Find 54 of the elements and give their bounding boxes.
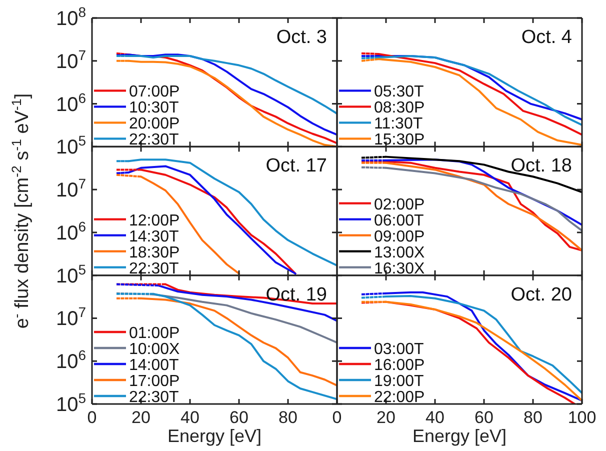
legend-label: 06:00T [374, 212, 424, 230]
x-tick-label: 0 [87, 408, 97, 427]
x-tick-label: 20 [376, 408, 396, 427]
y-tick-label: 10$^{5}$ [56, 261, 86, 288]
legend-label: 15:30P [374, 132, 425, 149]
legend-label: 22:00P [374, 389, 425, 406]
x-tick-label: 40 [426, 408, 444, 427]
text: Oct. 20 [510, 284, 572, 306]
legend-label: 11:30T [374, 116, 423, 133]
y-tick-label: 10$^{5}$ [56, 132, 86, 159]
y-tick-label: 10$^{7}$ [56, 46, 86, 73]
legend-label: 17:00P [129, 373, 180, 390]
y-tick-label: 10$^{7}$ [56, 176, 86, 202]
legend-label: 22:30T [129, 389, 180, 406]
legend-label: 20:00P [129, 116, 180, 133]
text: Oct. 4 [521, 27, 572, 48]
y-tick-label: 10$^{7}$ [56, 304, 86, 330]
y-tick-label: 10$^{6}$ [56, 90, 86, 116]
text: Oct. 17 [266, 156, 327, 177]
x-tick-label: 60 [474, 408, 494, 427]
text: Oct. 3 [276, 27, 327, 48]
x-tick-label: 100 [568, 408, 596, 427]
legend-label: 09:00P [374, 228, 425, 246]
legend-label: 01:00P [129, 325, 180, 342]
x-tick-label: 40 [180, 408, 200, 427]
x-axis-title: Energy [eV] [167, 426, 262, 446]
legend-label: 22:30T [129, 132, 180, 149]
legend-label: 02:00P [374, 196, 425, 214]
legend-label: 12:00P [129, 212, 180, 230]
y-tick-label: 10$^{6}$ [56, 347, 86, 374]
y-tick-label: 10$^{6}$ [56, 218, 86, 244]
legend-label: 16:00P [374, 357, 425, 374]
legend-label: 08:30P [374, 100, 425, 117]
x-tick-label: 80 [524, 408, 542, 427]
legend-label: 05:30T [374, 84, 424, 101]
legend-label: 10:30T [129, 100, 180, 117]
legend-label: 07:00P [129, 84, 180, 101]
legend-label: 10:00X [129, 341, 180, 358]
x-tick-label: 80 [278, 408, 298, 427]
legend-label: 19:00T [374, 373, 424, 390]
x-tick-label: 20 [132, 408, 150, 427]
x-axis-title: Energy [eV] [412, 426, 507, 446]
legend-label: 14:30T [129, 228, 180, 246]
y-tick-label: 10$^{8}$ [56, 4, 86, 30]
x-tick-label: 0 [332, 408, 342, 427]
legend-label: 16:30X [374, 260, 426, 278]
legend-label: 13:00X [374, 244, 426, 262]
x-tick-label: 60 [230, 408, 248, 427]
legend-label: 22:30T [129, 260, 180, 278]
text: Oct. 18 [510, 156, 572, 177]
legend-label: 14:00T [129, 357, 180, 374]
legend-label: 03:00T [374, 341, 424, 358]
legend-label: 18:30P [129, 244, 180, 262]
y-tick-label: 10$^{5}$ [56, 390, 86, 416]
